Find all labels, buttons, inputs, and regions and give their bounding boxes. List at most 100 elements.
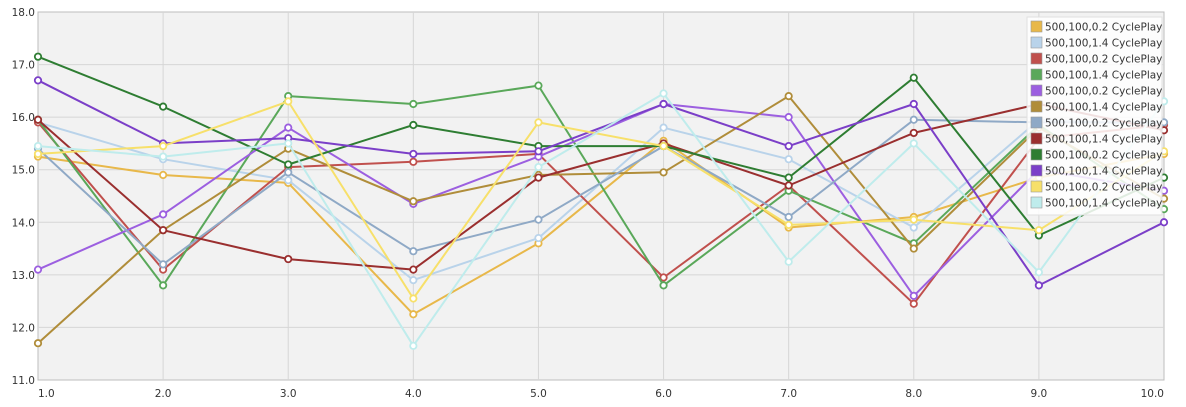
series-12: [33, 89, 1169, 350]
legend-label: 500,100,1.4 CyclePlay: [1045, 70, 1162, 82]
data-point: [284, 97, 293, 106]
data-point: [659, 89, 668, 98]
legend-swatch: [1030, 100, 1043, 113]
y-tick-label: 16.0: [12, 112, 35, 124]
data-point: [784, 141, 793, 151]
data-point: [909, 99, 918, 109]
legend-swatch: [1030, 132, 1043, 145]
data-point: [784, 181, 793, 190]
series-line: [37, 100, 1165, 300]
data-point: [1159, 218, 1169, 227]
legend-swatch: [1030, 196, 1043, 209]
data-point: [284, 123, 293, 132]
data-point: [409, 310, 418, 319]
legend-label: 500,100,0.2 CyclePlay: [1045, 118, 1162, 130]
data-point: [784, 220, 793, 230]
x-tick-label: 5.0: [530, 388, 547, 400]
series-line: [37, 95, 1165, 344]
data-point: [159, 170, 168, 180]
data-point: [909, 215, 918, 224]
data-point: [33, 52, 43, 61]
x-tick-label: 8.0: [905, 388, 922, 400]
legend-label: 500,100,0.2 CyclePlay: [1045, 150, 1162, 162]
y-tick-label: 12.0: [12, 322, 35, 334]
data-point: [159, 152, 168, 161]
legend-box: [1026, 16, 1163, 216]
data-point: [409, 197, 418, 206]
x-tick-label: 9.0: [1031, 388, 1048, 400]
data-point: [1034, 268, 1043, 277]
data-point: [909, 291, 918, 300]
data-point: [284, 254, 293, 264]
legend-swatch: [1030, 68, 1043, 81]
data-point: [534, 173, 543, 182]
data-point: [409, 341, 418, 350]
data-point: [284, 176, 293, 185]
data-point: [659, 281, 668, 290]
data-point: [159, 281, 168, 290]
data-point: [784, 155, 793, 164]
y-tick-label: 11.0: [12, 375, 35, 387]
data-point: [1034, 281, 1043, 290]
series-line: [37, 55, 1165, 237]
data-point: [909, 299, 918, 308]
data-point: [409, 99, 418, 109]
series-line: [37, 84, 1165, 287]
data-point: [33, 149, 43, 159]
data-point: [784, 113, 793, 122]
legend-swatch: [1030, 180, 1043, 193]
x-tick-label: 10.0: [1141, 388, 1164, 400]
data-point: [33, 141, 43, 151]
data-point: [409, 149, 418, 159]
legend-label: 500,100,0.2 CyclePlay: [1045, 54, 1162, 66]
data-point: [784, 212, 793, 222]
x-tick-label: 7.0: [780, 388, 797, 400]
data-point: [534, 233, 543, 243]
data-point: [33, 76, 43, 85]
legend-label: 500,100,1.4 CyclePlay: [1045, 166, 1162, 178]
legend-label: 500,100,1.4 CyclePlay: [1045, 102, 1162, 114]
data-point: [909, 73, 918, 82]
legend-swatch: [1030, 164, 1043, 177]
axes: 11.0 12.0 13.0 14.0 15.0 16.0 17.0 18.0 1.0 2.0 3.…: [12, 7, 1164, 400]
series-line: [37, 139, 1165, 316]
data-point: [159, 226, 168, 235]
data-point: [159, 210, 168, 219]
legend-swatch: [1030, 148, 1043, 161]
data-point: [784, 92, 793, 101]
data-point: [659, 141, 668, 151]
x-tick-label: 3.0: [280, 388, 297, 400]
x-tick-label: 2.0: [155, 388, 172, 400]
legend-label: 500,100,1.4 CyclePlay: [1045, 134, 1162, 146]
x-tick-label: 6.0: [655, 388, 672, 400]
series-8: [33, 99, 1169, 274]
legend-swatch: [1030, 52, 1043, 65]
y-tick-label: 17.0: [12, 60, 35, 72]
data-point: [909, 244, 918, 253]
data-point: [409, 157, 418, 166]
data-point: [909, 139, 918, 148]
data-point: [33, 265, 43, 274]
data-point: [284, 168, 293, 177]
x-tick-label: 1.0: [38, 388, 55, 400]
legend-swatch: [1030, 36, 1043, 49]
data-point: [534, 118, 543, 127]
data-point: [409, 120, 418, 130]
data-point: [784, 257, 793, 266]
legend-swatch: [1030, 20, 1043, 33]
data-point: [784, 173, 793, 182]
data-point: [659, 168, 668, 177]
data-point: [159, 141, 168, 151]
data-point: [409, 265, 418, 274]
data-point: [534, 81, 543, 90]
y-tick-label: 13.0: [12, 270, 35, 282]
legend-label: 500,100,0.2 CyclePlay: [1045, 86, 1162, 98]
legend-swatch: [1030, 116, 1043, 129]
data-point: [33, 115, 43, 124]
series-line: [37, 103, 1165, 271]
data-point: [909, 223, 918, 232]
data-point: [909, 115, 918, 124]
legend: 500,100,0.2 CyclePlay 500,100,1.4 CyclePl…: [1026, 16, 1163, 216]
